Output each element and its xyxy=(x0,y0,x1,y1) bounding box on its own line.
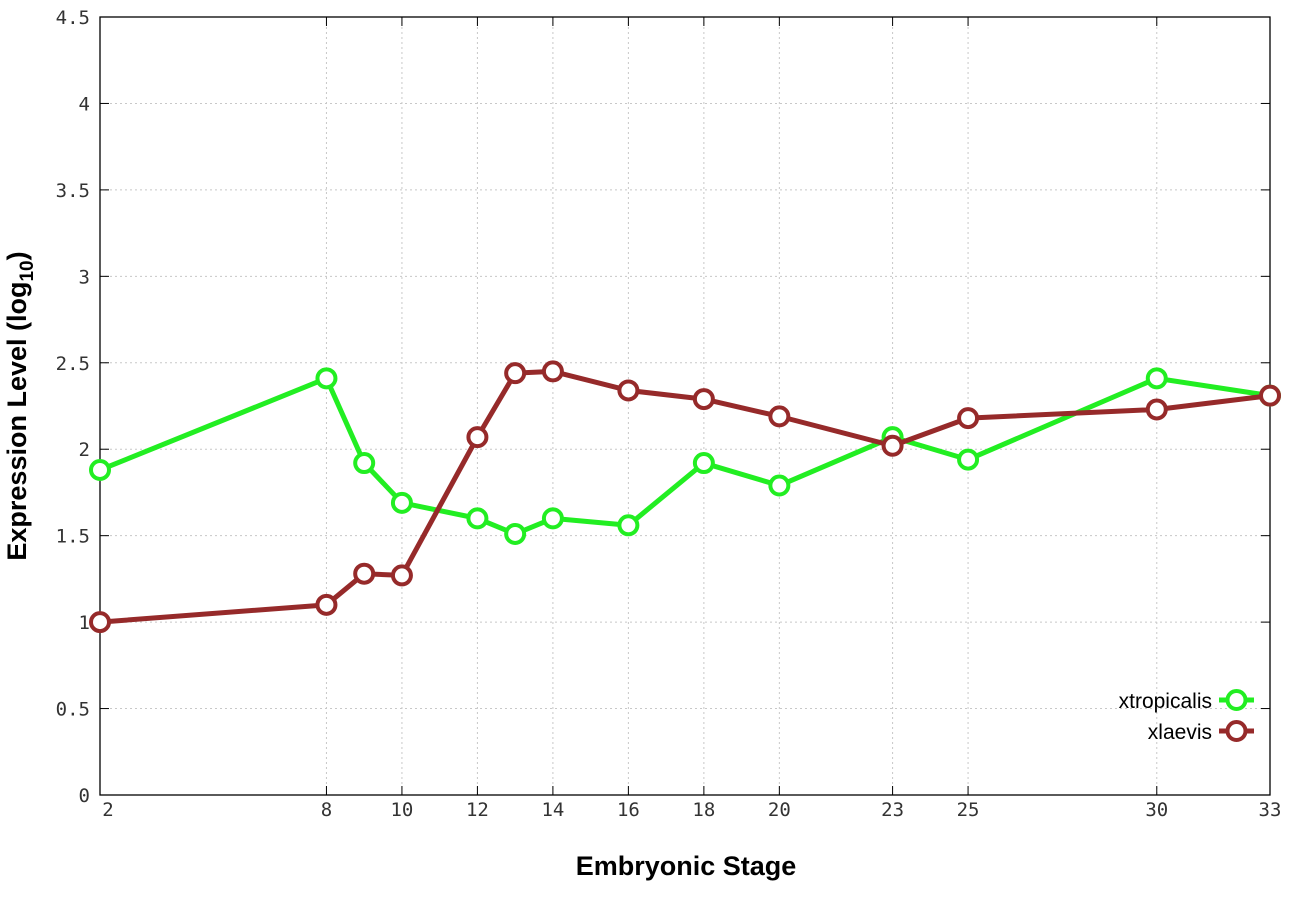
data-point-xtropicalis xyxy=(89,458,111,481)
series-line-xtropicalis xyxy=(99,375,1271,537)
x-tick-label: 2 xyxy=(102,799,113,821)
data-point-xlaevis xyxy=(466,426,489,449)
y-tick-label: 4 xyxy=(79,93,90,115)
series-line-xlaevis xyxy=(99,368,1271,625)
data-point-xlaevis xyxy=(353,562,376,585)
legend-swatch-marker xyxy=(1225,720,1248,742)
data-point-xtropicalis xyxy=(504,522,527,545)
data-point-xtropicalis xyxy=(466,507,489,530)
legend-swatch-marker xyxy=(1225,689,1248,711)
data-point-xlaevis xyxy=(617,379,640,402)
data-point-xlaevis xyxy=(541,360,564,383)
y-tick-label: 0 xyxy=(79,785,90,807)
x-tick-label: 20 xyxy=(768,799,791,821)
axis-ticks: 0 0.5 1 1.5 2 2.5 3 3.5 4 4.5 2 8 10 12 14 16 18 20 23 25 30… xyxy=(56,7,1282,821)
data-point-xlaevis xyxy=(390,564,413,587)
x-tick-label: 30 xyxy=(1145,799,1168,821)
x-tick-label: 14 xyxy=(541,799,564,821)
data-point-xlaevis xyxy=(881,434,904,457)
data-point-xlaevis xyxy=(315,593,338,616)
x-tick-label: 33 xyxy=(1259,799,1282,821)
data-point-xtropicalis xyxy=(957,448,980,471)
y-tick-label: 3.5 xyxy=(56,180,90,202)
data-point-xlaevis xyxy=(1259,384,1281,407)
y-axis-title-close: ) xyxy=(2,251,32,260)
x-tick-label: 10 xyxy=(390,799,413,821)
legend-label: xlaevis xyxy=(1148,721,1212,744)
data-point-xlaevis xyxy=(692,388,715,411)
x-tick-label: 23 xyxy=(881,799,904,821)
data-point-xlaevis xyxy=(89,611,111,634)
y-tick-label: 4.5 xyxy=(56,7,90,29)
data-point-xlaevis xyxy=(768,405,791,428)
data-point-xlaevis xyxy=(957,407,980,430)
data-point-xtropicalis xyxy=(353,452,376,475)
data-point-xtropicalis xyxy=(768,474,791,497)
x-tick-label: 18 xyxy=(692,799,715,821)
data-point-xtropicalis xyxy=(1145,367,1168,390)
data-point-xtropicalis xyxy=(315,367,338,390)
y-tick-label: 2.5 xyxy=(56,353,90,375)
data-point-xtropicalis xyxy=(390,491,413,514)
y-tick-label: 0.5 xyxy=(56,699,90,721)
y-axis-title-main: Expression Level (log xyxy=(2,282,32,561)
x-tick-label: 8 xyxy=(321,799,332,821)
y-tick-label: 2 xyxy=(79,439,90,461)
data-point-xlaevis xyxy=(1145,398,1168,421)
data-point-xtropicalis xyxy=(617,514,640,537)
y-tick-label: 1 xyxy=(79,612,90,634)
y-axis-title: Expression Level (log10) xyxy=(2,251,38,560)
x-axis-title: Embryonic Stage xyxy=(576,851,797,881)
gridlines xyxy=(100,17,1270,795)
data-point-xtropicalis xyxy=(541,507,564,530)
x-tick-label: 12 xyxy=(466,799,489,821)
data-point-xlaevis xyxy=(504,362,527,385)
y-tick-label: 3 xyxy=(79,266,90,288)
series-layer xyxy=(89,360,1281,634)
x-tick-label: 16 xyxy=(617,799,640,821)
y-tick-label: 1.5 xyxy=(56,526,90,548)
y-axis-title-subscript: 10 xyxy=(17,260,38,281)
data-point-xtropicalis xyxy=(692,452,715,475)
legend: xtropicalis xlaevis xyxy=(1119,689,1254,744)
legend-label: xtropicalis xyxy=(1119,690,1212,713)
x-tick-label: 25 xyxy=(957,799,980,821)
